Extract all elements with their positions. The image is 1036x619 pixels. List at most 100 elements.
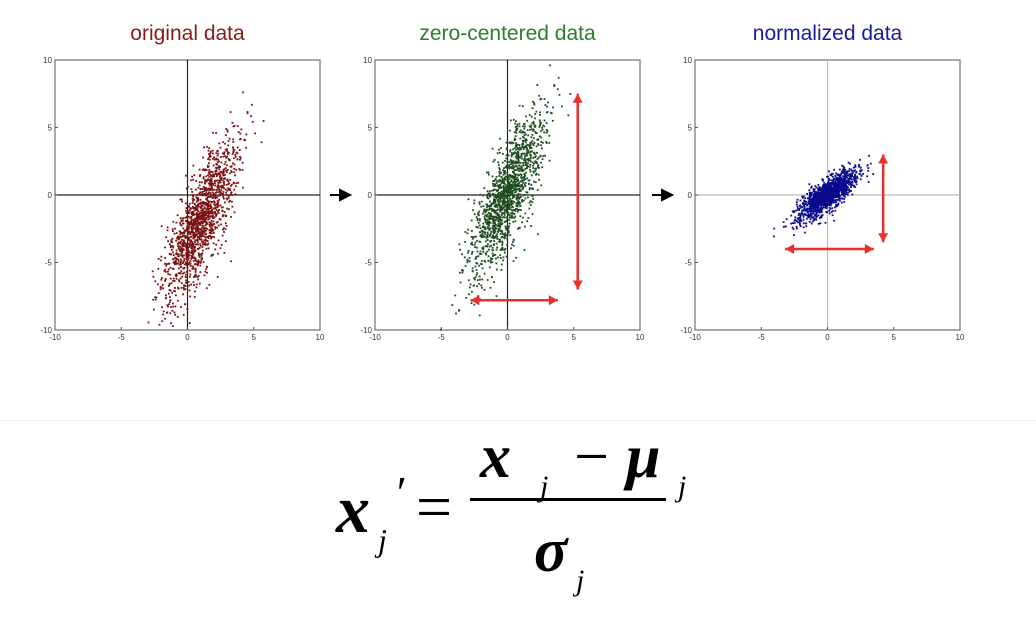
scatter-point <box>245 133 248 136</box>
scatter-point <box>151 270 154 273</box>
scatter-point <box>506 233 509 236</box>
scatter-point <box>179 231 182 234</box>
scatter-point <box>204 187 207 190</box>
scatter-point <box>154 280 157 283</box>
scatter-point <box>508 175 510 177</box>
scatter-point <box>473 213 476 216</box>
scatter-point <box>183 242 186 245</box>
scatter-point <box>817 214 820 217</box>
scatter-point <box>529 147 532 150</box>
scatter-point <box>840 185 843 188</box>
scatter-point <box>826 186 828 188</box>
scatter-point <box>499 200 502 203</box>
scatter-point <box>807 201 810 204</box>
scatter-point <box>825 211 828 214</box>
scatter-point <box>491 210 494 212</box>
scatter-point <box>225 156 228 159</box>
scatter-point <box>836 196 838 198</box>
scatter-point <box>167 268 170 271</box>
scatter-point <box>496 237 499 240</box>
scatter-point <box>217 182 220 184</box>
scatter-point <box>210 182 213 185</box>
scatter-point <box>499 225 502 228</box>
scatter-point <box>527 165 529 168</box>
scatter-point <box>505 196 508 198</box>
scatter-point <box>198 247 201 249</box>
scatter-point <box>867 181 870 183</box>
scatter-point <box>174 290 176 293</box>
scatter-point <box>519 193 522 196</box>
scatter-point <box>233 163 236 166</box>
scatter-point <box>823 186 825 189</box>
scatter-point <box>517 161 520 164</box>
scatter-point <box>478 203 481 206</box>
scatter-point <box>219 181 222 184</box>
scatter-point <box>186 270 189 273</box>
scatter-point <box>211 224 214 227</box>
scatter-point <box>808 196 811 199</box>
scatter-point <box>501 179 504 182</box>
scatter-point <box>174 227 176 230</box>
scatter-point <box>501 181 504 184</box>
scatter-point <box>198 234 201 237</box>
scatter-point <box>840 201 843 204</box>
scatter-point <box>197 274 200 277</box>
scatter-point <box>495 197 498 200</box>
scatter-point <box>817 206 820 209</box>
scatter-point <box>180 224 183 227</box>
scatter-point <box>843 181 845 184</box>
scatter-point <box>472 284 475 287</box>
scatter-point <box>234 193 237 196</box>
scatter-point <box>494 178 497 181</box>
scatter-point <box>200 209 203 212</box>
scatter-point <box>505 209 508 212</box>
scatter-point <box>506 197 508 200</box>
scatter-point <box>793 219 796 222</box>
scatter-point <box>179 261 182 264</box>
scatter-point <box>181 256 184 258</box>
scatter-point <box>845 171 848 173</box>
scatter-point <box>508 222 511 225</box>
scatter-point <box>467 198 470 201</box>
scatter-point <box>794 218 797 221</box>
scatter-point <box>518 164 520 167</box>
scatter-point <box>185 237 187 239</box>
scatter-point <box>492 249 494 252</box>
scatter-point <box>499 192 501 194</box>
scatter-point <box>818 186 821 188</box>
scatter-point <box>201 230 204 233</box>
scatter-point <box>491 208 494 211</box>
scatter-point <box>501 190 504 193</box>
scatter-point <box>471 290 473 293</box>
scatter-point <box>523 249 526 251</box>
scatter-point <box>180 260 183 263</box>
scatter-point <box>194 227 197 230</box>
scatter-point <box>802 218 805 221</box>
scatter-point <box>474 241 477 244</box>
scatter-point <box>214 195 217 198</box>
scatter-point <box>494 199 497 202</box>
scatter-point <box>232 151 235 154</box>
scatter-point <box>177 258 180 261</box>
scatter-point <box>516 205 519 208</box>
scatter-point <box>809 206 812 208</box>
scatter-point <box>848 174 850 177</box>
scatter-point <box>189 239 192 241</box>
scatter-point <box>204 194 207 197</box>
scatter-point <box>517 169 519 171</box>
scatter-point <box>474 276 477 279</box>
scatter-point <box>528 125 531 128</box>
scatter-point <box>198 217 201 220</box>
scatter-point <box>189 222 192 225</box>
scatter-point <box>162 313 165 316</box>
scatter-point <box>254 132 256 135</box>
scatter-point <box>826 194 829 197</box>
scatter-point <box>201 188 204 190</box>
scatter-point <box>523 179 525 182</box>
scatter-point <box>212 192 215 195</box>
scatter-point <box>492 254 495 256</box>
scatter-point <box>538 135 541 138</box>
scatter-point <box>236 158 239 161</box>
scatter-point <box>529 187 531 189</box>
scatter-point <box>180 282 183 285</box>
